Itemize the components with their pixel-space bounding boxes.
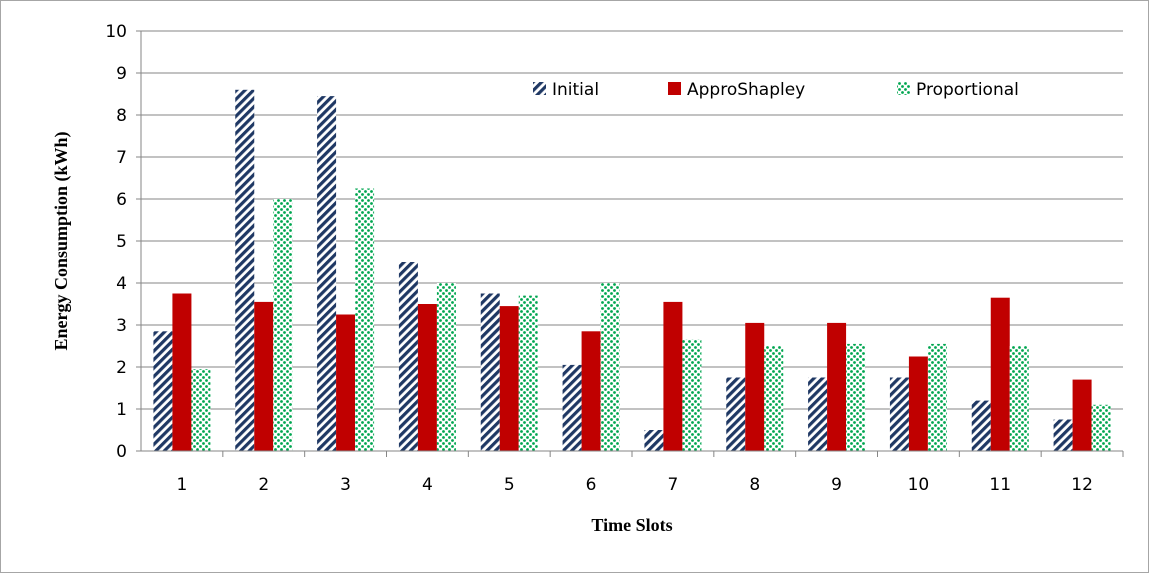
bar-initial-1 — [153, 331, 173, 451]
legend: Initial ApproShapley Proportional — [533, 80, 1019, 100]
legend-swatch-approshapley — [668, 82, 681, 95]
y-tick-label: 2 — [116, 358, 127, 378]
y-axis-title: Energy Consumption (kWh) — [51, 131, 72, 350]
gridlines — [141, 30, 1123, 410]
y-tick-label: 7 — [116, 148, 127, 168]
bar-proportional-3 — [355, 188, 375, 451]
bar-approshapley-10 — [908, 356, 928, 451]
bar-proportional-8 — [764, 346, 784, 451]
x-axis-title: Time Slots — [591, 515, 672, 535]
y-tick-label: 3 — [116, 316, 127, 336]
y-tick-label: 6 — [116, 190, 127, 210]
bar-approshapley-6 — [581, 331, 601, 451]
x-tick-label: 10 — [908, 475, 930, 495]
bar-approshapley-12 — [1072, 379, 1092, 451]
bar-approshapley-7 — [663, 301, 683, 451]
bar-initial-10 — [889, 377, 909, 451]
x-tick-label: 7 — [668, 475, 679, 495]
x-tick-label: 4 — [422, 475, 433, 495]
y-tick-label: 8 — [116, 106, 127, 126]
x-tick-label: 1 — [177, 475, 188, 495]
bar-proportional-5 — [518, 295, 538, 451]
bar-proportional-7 — [682, 339, 702, 451]
y-tick-label: 10 — [105, 22, 127, 42]
x-tick-label: 5 — [504, 475, 515, 495]
legend-swatch-initial — [533, 82, 546, 95]
x-tick-label: 12 — [1071, 475, 1093, 495]
bar-approshapley-4 — [417, 304, 437, 451]
bar-initial-12 — [1053, 419, 1073, 451]
bar-initial-3 — [317, 96, 337, 451]
x-tick-label: 11 — [989, 475, 1011, 495]
legend-label-initial: Initial — [552, 80, 599, 100]
x-tick-label: 9 — [831, 475, 842, 495]
bar-proportional-4 — [436, 283, 456, 451]
axes — [136, 30, 1124, 457]
y-tick-label: 9 — [116, 64, 127, 84]
legend-swatch-proportional — [897, 82, 910, 95]
y-tick-label: 4 — [116, 274, 127, 294]
x-tick-label: 6 — [586, 475, 597, 495]
y-tick-label: 1 — [116, 400, 127, 420]
bar-initial-6 — [562, 364, 582, 451]
bar-proportional-1 — [191, 369, 211, 451]
y-tick-labels: 0 1 2 3 4 5 6 7 8 9 10 — [105, 22, 127, 462]
bars — [153, 89, 1111, 452]
bar-approshapley-9 — [827, 322, 847, 451]
bar-approshapley-3 — [336, 314, 356, 451]
x-tick-label: 3 — [340, 475, 351, 495]
legend-label-proportional: Proportional — [916, 80, 1019, 100]
bar-initial-11 — [971, 400, 991, 451]
x-tick-label: 2 — [258, 475, 269, 495]
legend-label-approshapley: ApproShapley — [687, 80, 805, 100]
bar-approshapley-5 — [499, 306, 519, 451]
bar-approshapley-1 — [172, 293, 192, 451]
bar-approshapley-2 — [254, 301, 274, 451]
bar-proportional-11 — [1009, 346, 1029, 451]
bar-initial-7 — [644, 430, 664, 451]
bar-proportional-2 — [273, 199, 293, 451]
bar-initial-9 — [808, 377, 828, 451]
y-tick-label: 0 — [116, 442, 127, 462]
bar-initial-4 — [398, 262, 418, 451]
bar-approshapley-8 — [745, 322, 765, 451]
bar-proportional-9 — [846, 343, 866, 451]
bar-initial-8 — [726, 377, 746, 451]
bar-initial-2 — [235, 89, 255, 452]
bar-initial-5 — [480, 293, 500, 451]
bar-approshapley-11 — [990, 297, 1010, 451]
y-tick-label: 5 — [116, 232, 127, 252]
x-tick-labels: 1 2 3 4 5 6 7 8 9 10 11 12 — [177, 475, 1093, 495]
x-tick-label: 8 — [749, 475, 760, 495]
bar-proportional-6 — [600, 283, 620, 451]
bar-proportional-10 — [927, 343, 947, 451]
bar-proportional-12 — [1091, 404, 1111, 451]
